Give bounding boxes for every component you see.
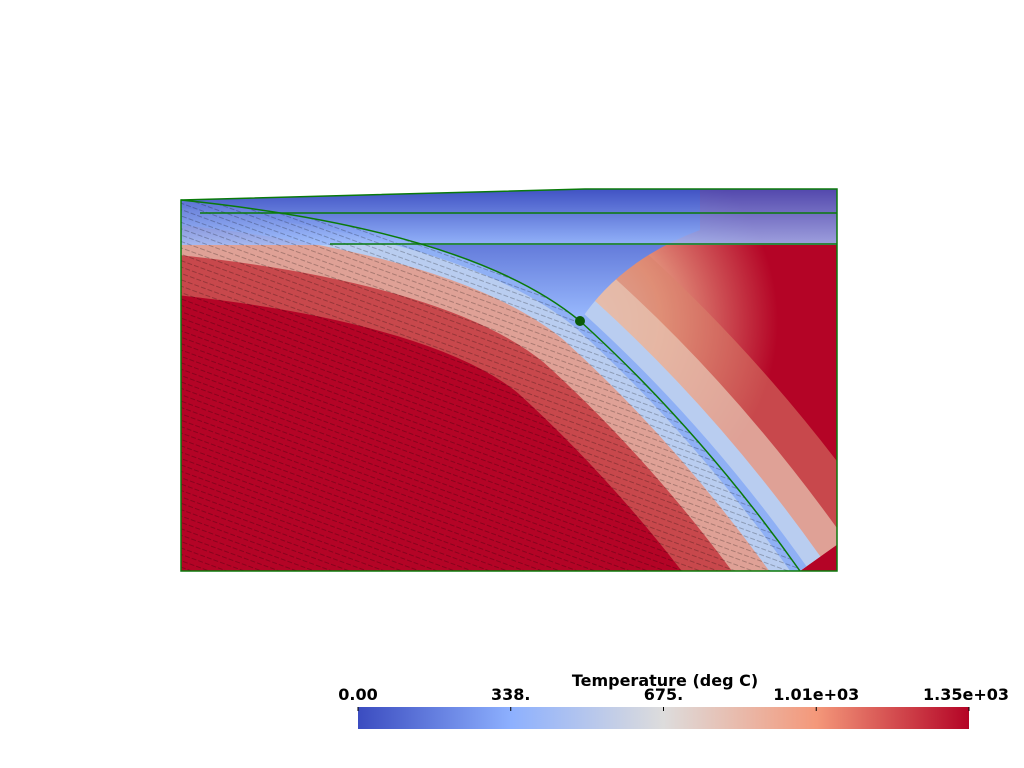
tick-label: 1.01e+03 bbox=[773, 685, 859, 704]
colorbar bbox=[358, 707, 969, 729]
tick-label: 0.00 bbox=[338, 685, 377, 704]
tick-label: 675. bbox=[644, 685, 683, 704]
color-legend: Temperature (deg C) 0.00 338. 675. 1.01e+03… bbox=[338, 671, 1009, 729]
legend-title: Temperature (deg C) bbox=[572, 671, 758, 690]
tick-label: 338. bbox=[491, 685, 530, 704]
point-marker bbox=[575, 316, 585, 326]
tick-label: 1.35e+03 bbox=[923, 685, 1009, 704]
